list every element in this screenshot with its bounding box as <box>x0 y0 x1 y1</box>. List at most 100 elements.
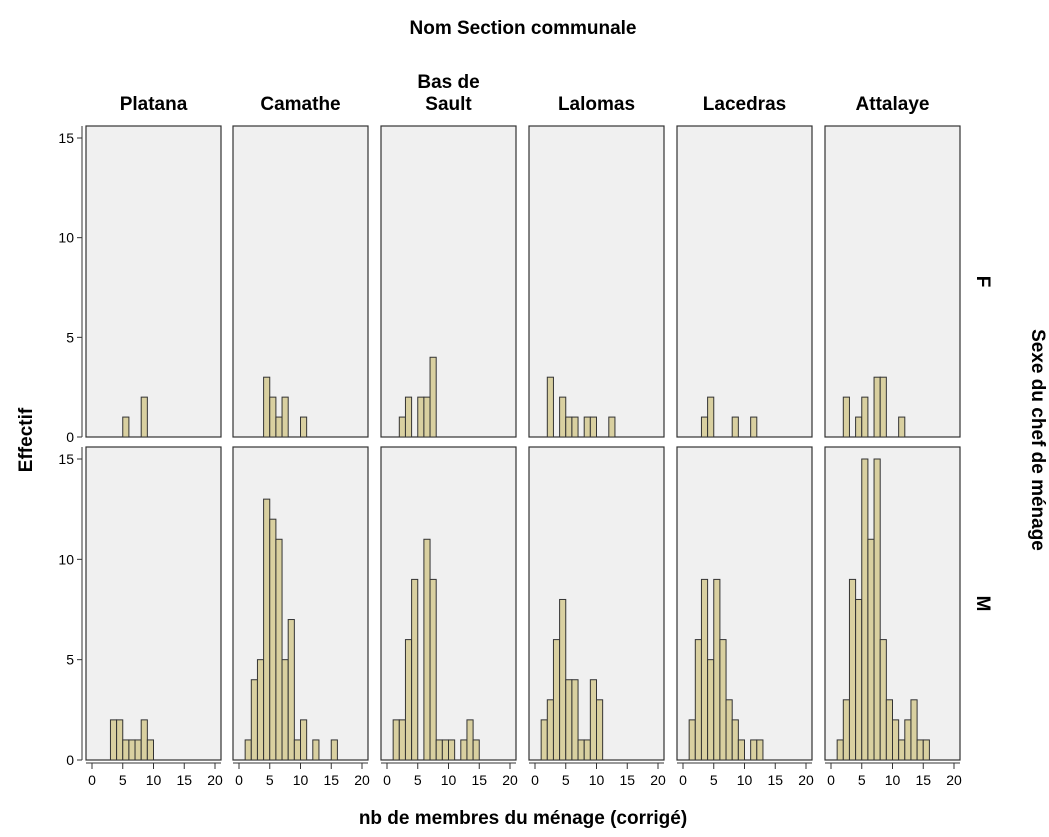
histogram-bar <box>435 739 443 761</box>
y-tick-label: 5 <box>66 329 74 345</box>
histogram-bar <box>540 719 548 761</box>
histogram-bar <box>583 416 591 438</box>
histogram-bar <box>583 739 591 761</box>
x-axis-label: nb de membres du ménage (corrigé) <box>359 808 687 829</box>
histogram-bar <box>589 679 597 761</box>
x-tick-label: 15 <box>471 772 487 788</box>
histogram-bar <box>256 659 265 761</box>
x-tick-label: 0 <box>531 772 539 788</box>
panel-lacedras-f <box>676 125 813 438</box>
x-tick-label: 0 <box>235 772 243 788</box>
histogram-bar <box>411 578 419 761</box>
histogram-bar <box>836 739 844 761</box>
histogram-bar <box>596 699 604 761</box>
x-tick-label: 15 <box>323 772 339 788</box>
x-tick-label: 20 <box>946 772 962 788</box>
histogram-bar <box>392 719 400 761</box>
histogram-bar <box>122 416 130 438</box>
x-tick-label: 10 <box>441 772 457 788</box>
y-tick-label: 15 <box>58 130 74 146</box>
histogram-bar <box>861 458 869 761</box>
histogram-bar <box>244 739 252 761</box>
y-axis-label: Effectif <box>16 407 37 472</box>
x-tick-label: 20 <box>207 772 223 788</box>
x-tick-label: 20 <box>354 772 370 788</box>
histogram-bar <box>429 578 437 761</box>
row-header-f: F <box>972 276 993 288</box>
x-tick-label: 20 <box>650 772 666 788</box>
histogram-bar <box>898 739 906 761</box>
column-header-lacedras: Lacedras <box>703 94 786 115</box>
panel-bas-de-sault-m <box>380 446 517 761</box>
x-tick-label: 10 <box>146 772 162 788</box>
histogram-bar <box>855 416 863 438</box>
histogram-bar <box>922 739 930 761</box>
histogram-bar <box>398 416 406 438</box>
histogram-bar <box>300 416 308 438</box>
histogram-bar <box>867 538 875 761</box>
histogram-bar <box>404 396 413 438</box>
x-tick-label: 0 <box>88 772 96 788</box>
x-tick-label: 15 <box>176 772 192 788</box>
histogram-bar <box>417 396 425 438</box>
histogram-bar <box>892 719 900 761</box>
y-tick-label: 5 <box>66 652 74 668</box>
column-header-attalaye: Attalaye <box>856 94 930 115</box>
x-tick-label: 10 <box>589 772 605 788</box>
y-tick-label: 10 <box>58 230 74 246</box>
histogram-bar <box>898 416 906 438</box>
histogram-bar <box>756 739 764 761</box>
column-header-lalomas: Lalomas <box>558 94 635 115</box>
panel-platana-f <box>85 125 222 438</box>
histogram-bar <box>571 679 579 761</box>
histogram-bar <box>275 538 283 761</box>
x-tick-label: 15 <box>915 772 931 788</box>
histogram-bar <box>861 396 869 438</box>
x-tick-label: 20 <box>502 772 518 788</box>
x-tick-label: 5 <box>414 772 422 788</box>
x-tick-label: 5 <box>266 772 274 788</box>
histogram-bar <box>122 739 130 761</box>
histogram-bar <box>116 719 124 761</box>
histogram-bar <box>842 699 850 761</box>
histogram-bar <box>688 719 696 761</box>
histogram-bar <box>287 619 295 761</box>
panel-bas-de-sault-f <box>380 125 517 438</box>
histogram-bar <box>700 578 709 761</box>
histogram-bar <box>140 396 148 438</box>
x-tick-label: 10 <box>737 772 753 788</box>
histogram-bar <box>608 416 616 438</box>
histogram-bar <box>873 376 881 438</box>
histogram-bar <box>429 356 437 438</box>
x-tick-label: 0 <box>679 772 687 788</box>
histogram-bar <box>873 458 881 761</box>
histogram-bar <box>330 739 338 761</box>
y-tick-label: 0 <box>66 429 74 445</box>
histogram-bar <box>719 639 727 761</box>
histogram-bar <box>589 416 597 438</box>
histogram-bar <box>707 659 715 761</box>
x-tick-label: 0 <box>827 772 835 788</box>
histogram-bar <box>916 739 924 761</box>
histogram-bar <box>565 679 573 761</box>
histogram-bar <box>546 699 554 761</box>
x-tick-label: 10 <box>293 772 309 788</box>
histogram-bar <box>269 396 277 438</box>
row-axis-label: Sexe du chef de ménage <box>1027 329 1048 551</box>
histogram-bar <box>731 719 739 761</box>
x-tick-label: 15 <box>619 772 635 788</box>
histogram-bar <box>571 416 579 438</box>
histogram-bar <box>269 518 277 761</box>
histogram-bar <box>472 739 480 761</box>
x-tick-label: 5 <box>562 772 570 788</box>
histogram-bar <box>552 639 561 761</box>
histogram-bar <box>140 719 148 761</box>
y-tick-label: 0 <box>66 752 74 768</box>
histogram-bar <box>448 739 456 761</box>
histogram-bar <box>250 679 258 761</box>
histogram-bar <box>398 719 406 761</box>
histogram-bar <box>855 598 863 761</box>
panels-layer: Platana Camathe Bas de Sault Lalomas Lacedras… <box>58 72 993 788</box>
